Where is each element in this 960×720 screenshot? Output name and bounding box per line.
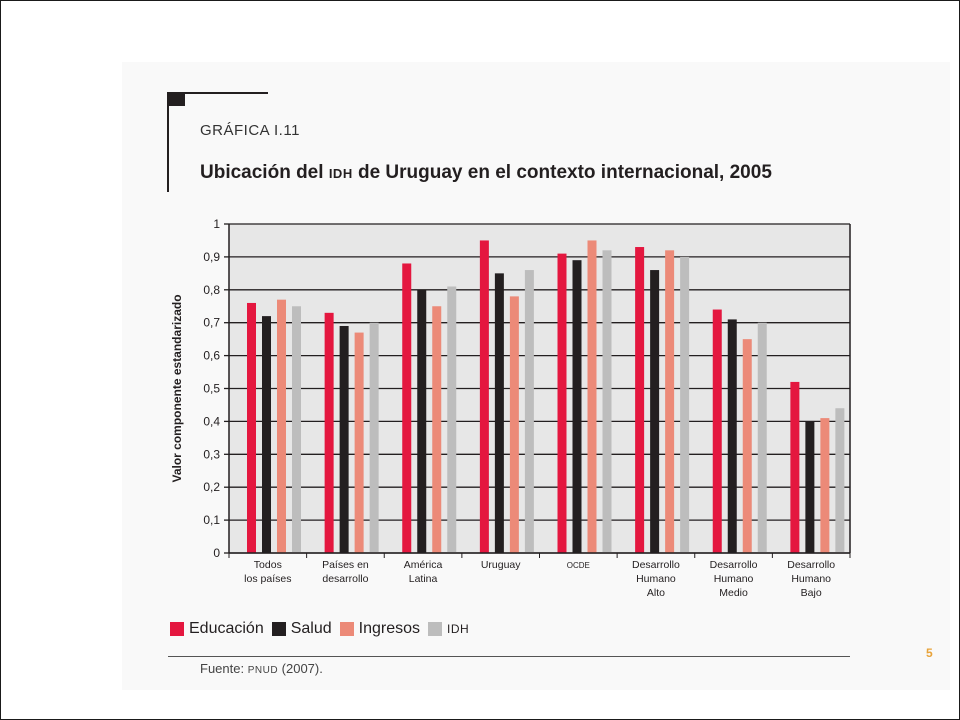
y-tick-label: 1	[213, 217, 220, 231]
x-tick-label: Todos	[254, 559, 282, 571]
x-tick-label: Humano	[791, 573, 831, 585]
y-tick-label: 0,8	[203, 283, 220, 297]
bar-ingresos	[277, 299, 286, 553]
legend-swatch-idh	[428, 622, 443, 636]
bar-salud	[494, 273, 504, 553]
bar-idh	[292, 306, 301, 553]
bar-salud	[339, 325, 349, 553]
legend-item-ingresos: Ingresos	[339, 620, 421, 638]
source-part1: Fuente:	[200, 661, 248, 676]
legend-label-idh: IDH	[447, 622, 470, 636]
bar-salud	[727, 319, 737, 553]
bar-idh	[524, 270, 534, 553]
legend-swatch-salud	[271, 622, 286, 636]
source-part2: PNUD	[247, 665, 279, 676]
bar-idh	[447, 286, 457, 553]
bar-ingresos	[354, 332, 364, 553]
bar-salud	[417, 289, 427, 553]
y-tick-label: 0,7	[203, 316, 220, 330]
bar-ingresos	[665, 250, 675, 553]
bar-idh	[680, 256, 690, 553]
y-tick-label: 0,5	[203, 382, 220, 396]
x-tick-label: OCDE	[567, 561, 590, 570]
bar-educacion	[324, 312, 334, 553]
bar-ingresos	[509, 296, 519, 553]
source-part3: (2007).	[278, 661, 323, 676]
x-tick-label: Desarrollo	[632, 559, 680, 571]
legend-label-salud: Salud	[290, 620, 332, 637]
x-tick-label: Bajo	[801, 587, 822, 599]
y-tick-label: 0,1	[203, 513, 220, 527]
bar-salud	[805, 421, 815, 553]
legend-label-educacion: Educación	[189, 620, 264, 637]
bar-salud	[572, 260, 582, 553]
bar-idh	[757, 322, 767, 553]
legend-label-ingresos: Ingresos	[358, 620, 421, 637]
x-tick-label: Humano	[714, 573, 754, 585]
x-tick-label: los países	[244, 573, 291, 585]
x-tick-label: Alto	[647, 587, 665, 599]
x-tick-label: Países en	[322, 559, 369, 571]
bar-educacion	[402, 263, 412, 553]
source-divider	[168, 656, 850, 657]
y-tick-label: 0	[213, 546, 220, 560]
bar-idh	[835, 408, 845, 553]
x-tick-label: desarrollo	[322, 573, 368, 585]
x-tick-label: Desarrollo	[710, 559, 758, 571]
y-tick-label: 0,3	[203, 447, 220, 461]
y-axis-label: Valor componente estandarizado	[170, 294, 184, 482]
chart-title-part2: IDH	[328, 166, 353, 181]
y-tick-label: 0,4	[203, 414, 220, 428]
bar-ingresos	[432, 306, 442, 553]
legend-swatch-educacion	[170, 622, 184, 636]
legend: Educación Salud Ingresos IDH	[170, 620, 477, 638]
corner-marker	[167, 92, 185, 106]
bar-salud	[262, 316, 271, 553]
page-number: 5	[926, 646, 933, 660]
legend-swatch-ingresos	[339, 622, 354, 636]
bar-ingresos	[820, 418, 830, 553]
bar-salud	[650, 270, 660, 553]
frame-top-line	[185, 92, 268, 94]
legend-item-salud: Salud	[271, 620, 332, 638]
frame-left-line	[167, 92, 169, 192]
source-note: Fuente: PNUD (2007).	[200, 661, 323, 676]
bar-educacion	[557, 253, 567, 554]
bar-idh	[369, 322, 379, 553]
x-tick-label: Uruguay	[481, 559, 521, 571]
bar-educacion	[790, 381, 800, 553]
figure-label: GRÁFICA I.11	[200, 122, 300, 139]
y-tick-label: 0,6	[203, 349, 220, 363]
bar-educacion	[635, 247, 645, 553]
bar-educacion	[247, 302, 256, 553]
bar-educacion	[479, 240, 489, 553]
x-tick-label: Latina	[409, 573, 438, 585]
chart-title-part1: Ubicación del	[200, 162, 329, 183]
chart-title: Ubicación del IDH de Uruguay en el conte…	[200, 162, 772, 184]
bar-ingresos	[742, 339, 752, 553]
x-tick-label: América	[404, 559, 443, 571]
bar-educacion	[712, 309, 722, 553]
bar-idh	[602, 250, 612, 553]
x-tick-label: Humano	[636, 573, 676, 585]
chart-title-part3: de Uruguay en el contexto internacional,…	[352, 162, 772, 183]
legend-item-idh: IDH	[428, 622, 469, 636]
y-tick-label: 0,9	[203, 250, 220, 264]
legend-item-educacion: Educación	[170, 620, 264, 638]
bar-ingresos	[587, 240, 597, 553]
x-tick-label: Medio	[719, 587, 748, 599]
y-tick-label: 0,2	[203, 480, 220, 494]
x-tick-label: Desarrollo	[787, 559, 835, 571]
